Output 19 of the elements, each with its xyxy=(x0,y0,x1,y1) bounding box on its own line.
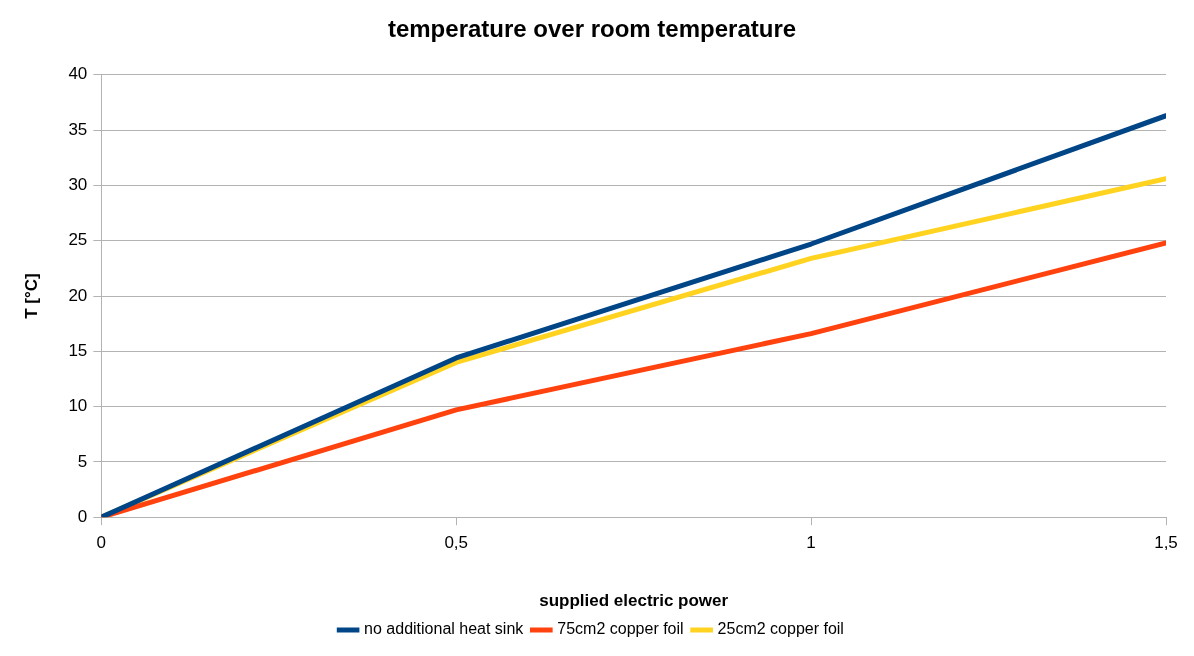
y-tick-label: 35 xyxy=(68,119,88,139)
y-tick-label: 5 xyxy=(77,451,88,471)
x-tick-label: 0,5 xyxy=(444,533,469,553)
x-tick-label: 1,5 xyxy=(1154,533,1178,553)
x-tick-label: 0 xyxy=(96,533,107,553)
y-axis-title: T [°C] xyxy=(21,273,41,319)
legend-label: 75cm2 copper foil xyxy=(557,620,684,638)
x-axis-title: supplied electric power xyxy=(539,591,729,611)
chart-title: temperature over room temperature xyxy=(387,15,797,43)
y-tick-label: 30 xyxy=(68,175,88,195)
y-tick-label: 20 xyxy=(68,285,88,305)
y-tick-label: 0 xyxy=(77,506,88,526)
y-tick-label: 15 xyxy=(68,340,88,360)
legend-label: 25cm2 copper foil xyxy=(717,620,844,638)
y-tick-label: 25 xyxy=(68,230,88,250)
x-tick-label: 1 xyxy=(806,533,816,553)
y-tick-label: 40 xyxy=(68,64,88,84)
y-tick-label: 10 xyxy=(68,396,88,416)
legend-label: no additional heat sink xyxy=(364,620,525,638)
